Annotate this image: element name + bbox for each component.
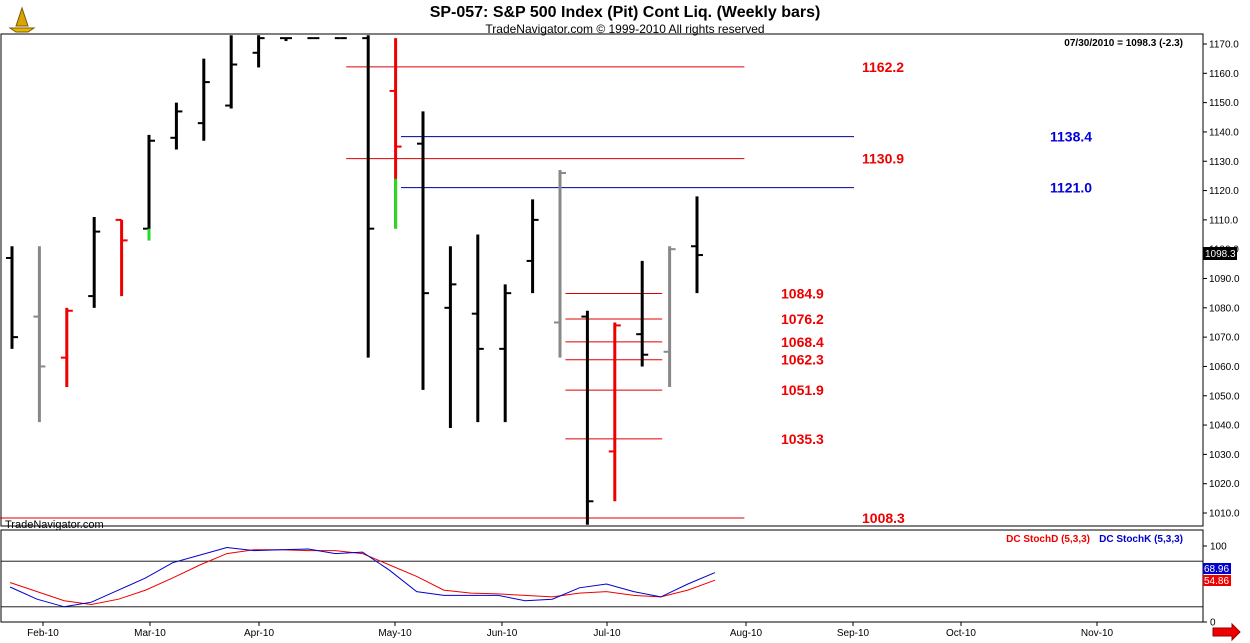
y-tick-label: 1020.0 bbox=[1209, 479, 1240, 490]
y-tick-label: 1110.0 bbox=[1209, 215, 1239, 226]
x-tick-label: Mar-10 bbox=[134, 628, 166, 639]
x-tick-label: Oct-10 bbox=[946, 628, 976, 639]
y-tick-label: 1080.0 bbox=[1209, 303, 1240, 314]
stoch-k-line bbox=[9, 546, 716, 608]
level-label: 1008.3 bbox=[862, 510, 905, 526]
stoch-panel: 0 100 bbox=[1, 542, 1227, 629]
watermark: TradeNavigator.com bbox=[5, 519, 104, 531]
y-tick-label: 1150.0 bbox=[1209, 98, 1239, 109]
stoch-k-value: 68.96 bbox=[1204, 564, 1229, 575]
y-tick-label: 1130.0 bbox=[1209, 157, 1239, 168]
x-tick-label: Jun-10 bbox=[487, 628, 518, 639]
stoch-d-value: 54.86 bbox=[1204, 576, 1229, 587]
y-tick-label: 1090.0 bbox=[1209, 274, 1240, 285]
x-tick-label: Jul-10 bbox=[593, 628, 621, 639]
y-tick-label: 1070.0 bbox=[1209, 333, 1240, 344]
x-tick-label: Sep-10 bbox=[837, 628, 870, 639]
level-label: 1130.9 bbox=[862, 151, 904, 167]
stoch-d-legend: DC StochD (5,3,3) bbox=[1006, 534, 1090, 545]
stoch-tick-label: 100 bbox=[1210, 542, 1227, 553]
level-label: 1068.4 bbox=[781, 334, 824, 350]
last-info: 07/30/2010 = 1098.3 (-2.3) bbox=[1064, 38, 1183, 49]
level-label: 1062.3 bbox=[781, 352, 824, 368]
price-panel-frame bbox=[0, 33, 1204, 527]
y-tick-label: 1160.0 bbox=[1209, 69, 1239, 80]
last-price-label: 1098.3 bbox=[1205, 249, 1236, 260]
y-tick-label: 1050.0 bbox=[1209, 391, 1240, 402]
y-tick-label: 1120.0 bbox=[1209, 186, 1239, 197]
x-tick-label: Apr-10 bbox=[244, 628, 274, 639]
tradenavigator-logo-icon[interactable] bbox=[8, 6, 36, 33]
x-tick-label: Nov-10 bbox=[1081, 628, 1114, 639]
level-label: 1138.4 bbox=[1050, 129, 1092, 145]
stoch-k-legend: DC StochK (5,3,3) bbox=[1099, 534, 1183, 545]
level-label: 1035.3 bbox=[781, 431, 824, 447]
stoch-d-value-tag bbox=[1203, 575, 1231, 586]
y-tick-label: 1030.0 bbox=[1209, 450, 1240, 461]
level-lines: 1162.2 1138.4 1130.9 1121.0 1084.9 1076.2 1068… bbox=[0, 59, 1092, 526]
x-tick-label: Aug-10 bbox=[730, 628, 763, 639]
last-price-tag bbox=[1203, 247, 1237, 260]
stoch-tick-label: 0 bbox=[1210, 618, 1216, 629]
y-tick-label: 1140.0 bbox=[1209, 127, 1239, 138]
x-tick-label: Feb-10 bbox=[27, 628, 59, 639]
stoch-k-value-tag bbox=[1203, 563, 1231, 574]
chart-title: SP-057: S&P 500 Index (Pit) Cont Liq. (W… bbox=[430, 4, 821, 21]
price-bars bbox=[6, 35, 703, 525]
y-tick-label: 1010.0 bbox=[1209, 509, 1240, 520]
level-label: 1084.9 bbox=[781, 285, 824, 301]
time-axis: Feb-10 Mar-10 Apr-10 May-10 Jun-10 Jul-10 Aug-… bbox=[27, 622, 1114, 639]
chart-subtitle: TradeNavigator.com © 1999-2010 All right… bbox=[485, 22, 764, 36]
level-label: 1051.9 bbox=[781, 382, 824, 398]
x-tick-label: May-10 bbox=[378, 628, 412, 639]
level-label: 1121.0 bbox=[1050, 180, 1092, 196]
y-tick-label: 1060.0 bbox=[1209, 362, 1240, 373]
scroll-right-arrow-icon[interactable] bbox=[1212, 622, 1241, 642]
stoch-d-line bbox=[9, 549, 716, 606]
price-axis: 1010.0 1020.0 1030.0 1040.0 1050.0 1060.0 1070… bbox=[1203, 40, 1240, 520]
y-tick-label: 1170.0 bbox=[1209, 40, 1239, 51]
level-label: 1162.2 bbox=[862, 59, 904, 75]
y-tick-label: 1040.0 bbox=[1209, 421, 1240, 432]
level-label: 1076.2 bbox=[781, 311, 824, 327]
